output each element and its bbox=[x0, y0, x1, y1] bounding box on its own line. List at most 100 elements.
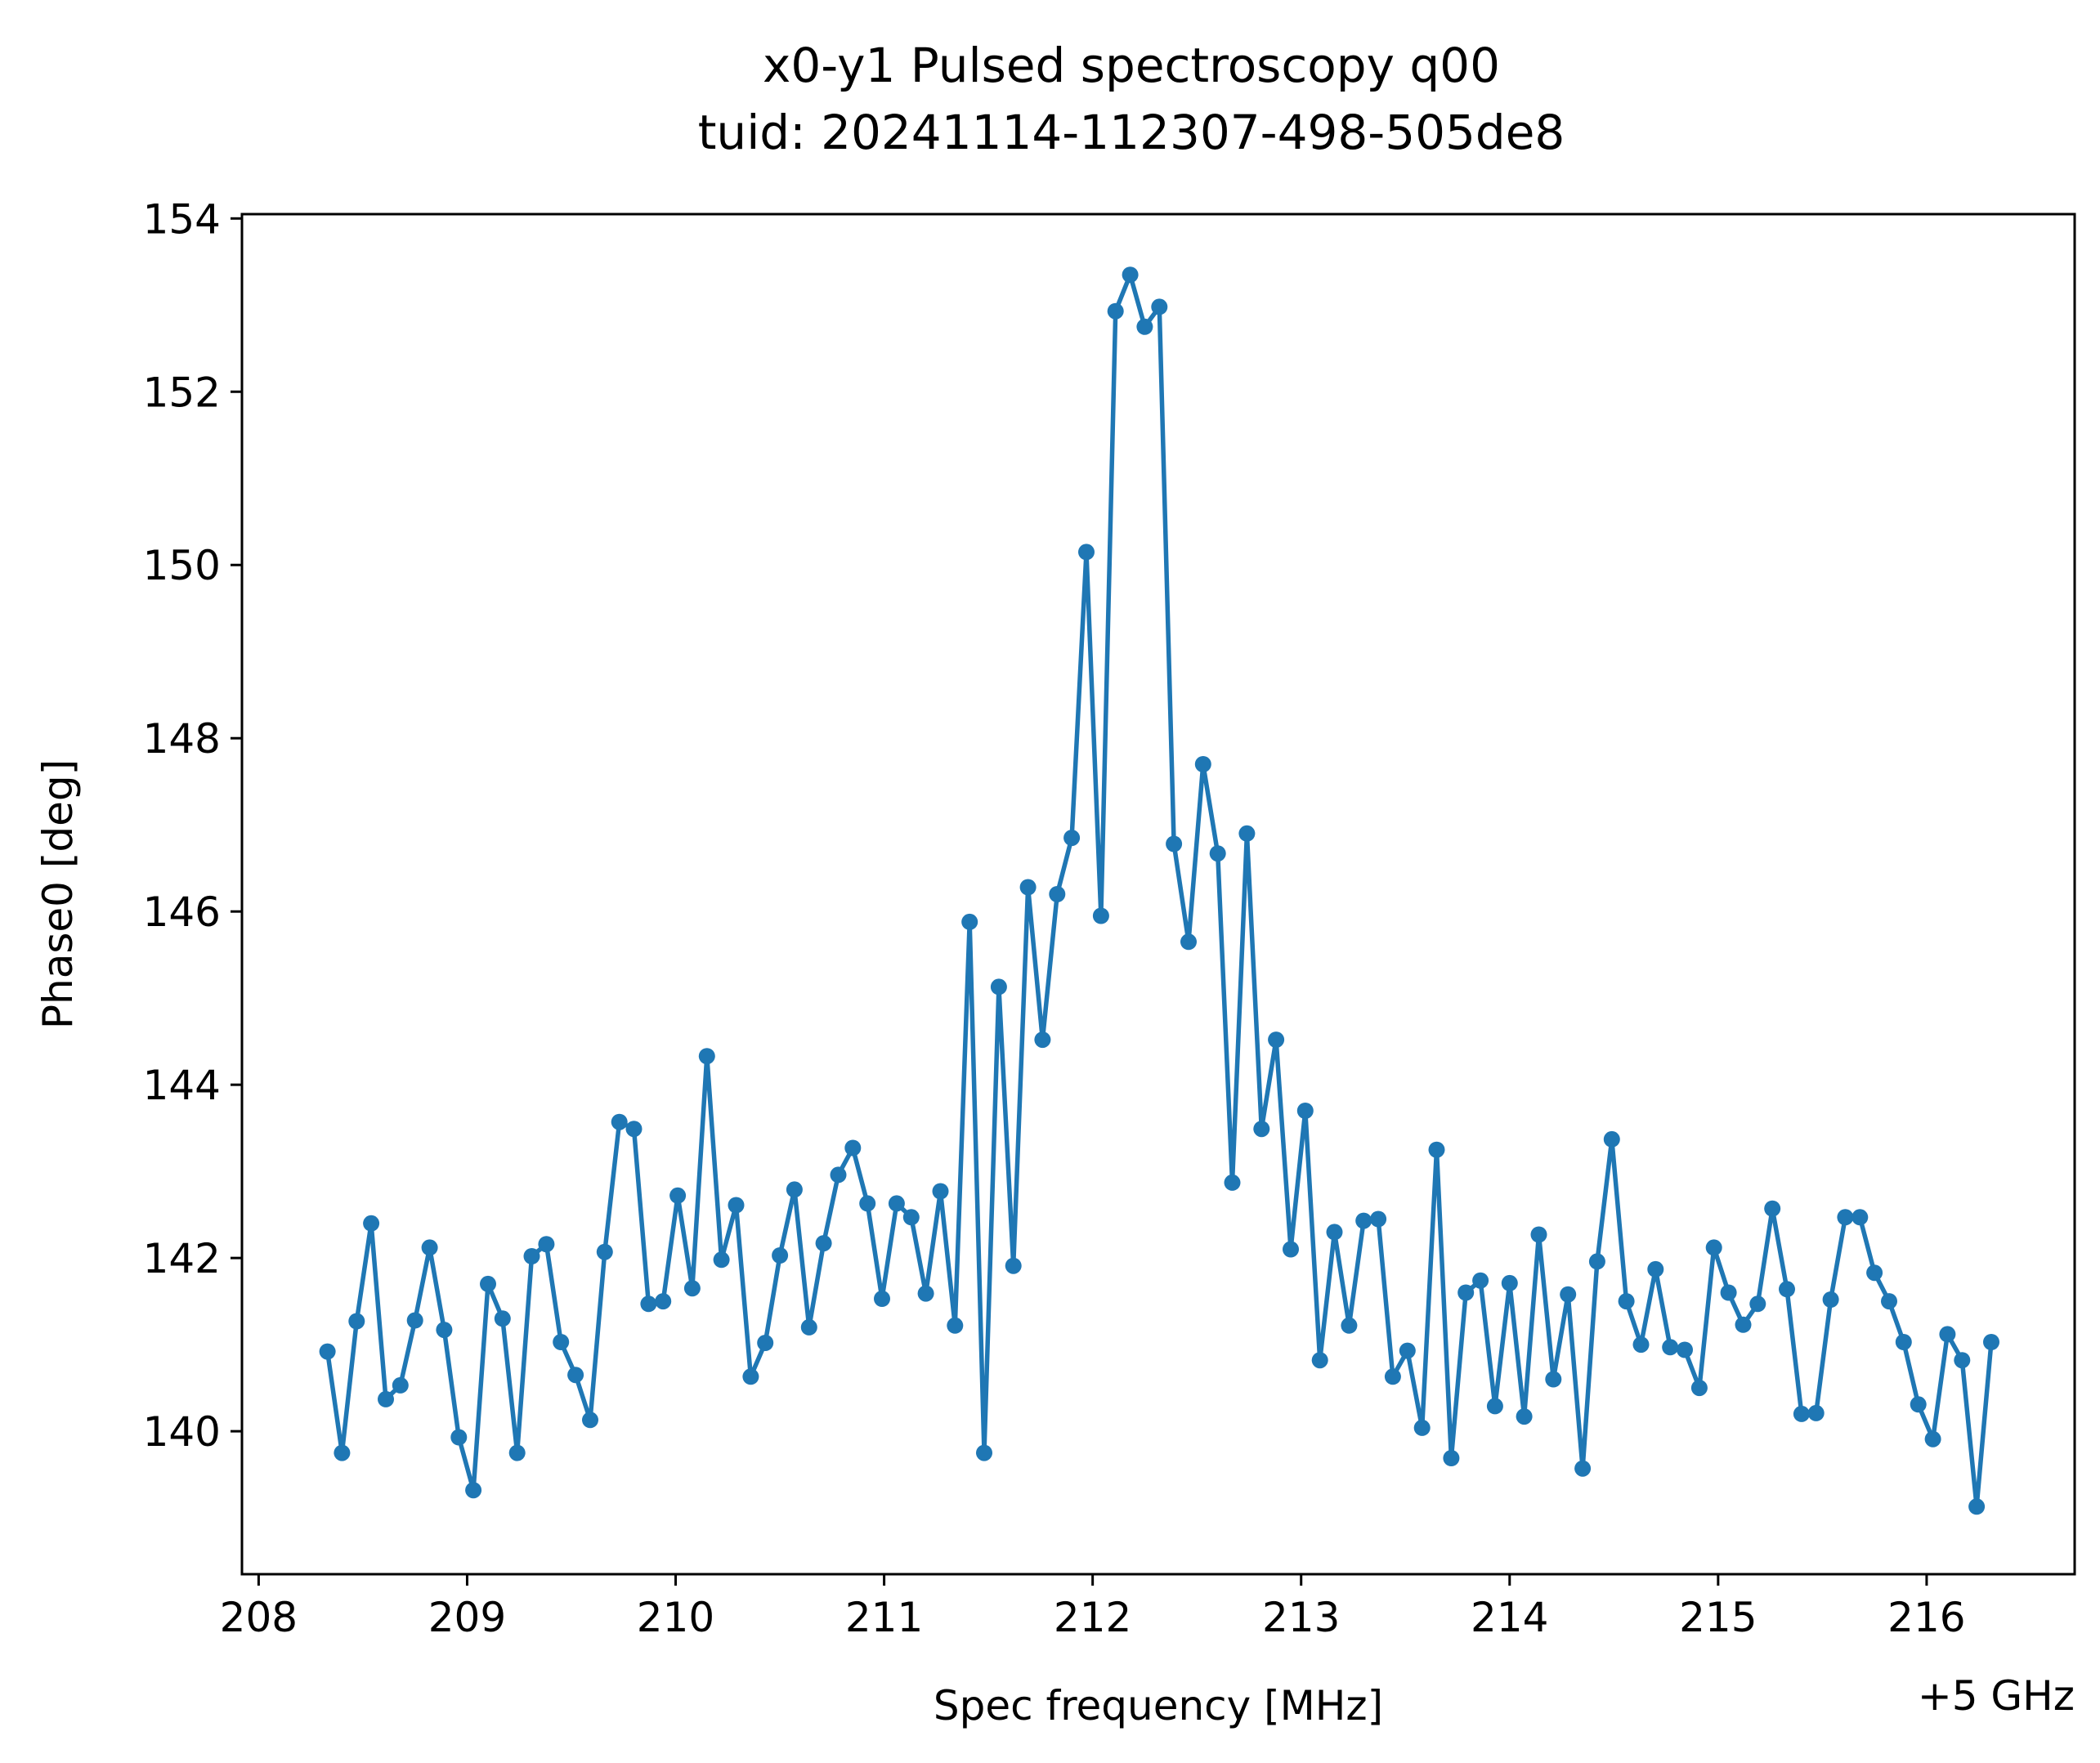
data-point bbox=[348, 1313, 365, 1330]
data-point bbox=[1151, 298, 1168, 315]
data-point bbox=[363, 1215, 380, 1232]
data-point bbox=[1837, 1209, 1854, 1226]
data-point bbox=[1122, 266, 1139, 284]
data-point bbox=[1735, 1316, 1752, 1333]
data-point bbox=[465, 1482, 482, 1499]
data-point bbox=[932, 1183, 949, 1200]
data-point bbox=[625, 1121, 643, 1138]
data-point bbox=[1428, 1141, 1445, 1158]
data-point bbox=[961, 913, 978, 930]
data-point bbox=[334, 1444, 351, 1461]
data-point bbox=[1939, 1326, 1956, 1343]
data-point bbox=[567, 1367, 584, 1384]
plot-area bbox=[319, 266, 1999, 1515]
data-point bbox=[1355, 1212, 1372, 1229]
data-point bbox=[1136, 318, 1153, 335]
data-point bbox=[1253, 1121, 1270, 1138]
data-point bbox=[436, 1322, 453, 1339]
y-axis-ticks: 140 142 144 146 148 150 152 154 bbox=[143, 195, 242, 1456]
data-point bbox=[1851, 1209, 1869, 1226]
data-point bbox=[1749, 1295, 1766, 1313]
data-point bbox=[1603, 1130, 1620, 1148]
chart-title: x0-y1 Pulsed spectroscopy q00 bbox=[763, 38, 1500, 93]
data-point bbox=[421, 1239, 438, 1256]
data-point bbox=[406, 1312, 423, 1329]
data-point bbox=[1224, 1174, 1241, 1191]
data-point bbox=[1574, 1460, 1592, 1477]
x-tick-label: 210 bbox=[637, 1594, 714, 1641]
data-point bbox=[1822, 1291, 1839, 1308]
data-point bbox=[494, 1310, 511, 1327]
data-point bbox=[772, 1247, 789, 1264]
data-point bbox=[1779, 1281, 1795, 1298]
data-point bbox=[538, 1236, 555, 1253]
x-tick-label: 213 bbox=[1262, 1594, 1340, 1641]
data-point bbox=[1705, 1239, 1722, 1256]
x-tick-label: 216 bbox=[1887, 1594, 1965, 1641]
x-tick-label: 209 bbox=[428, 1594, 506, 1641]
data-point bbox=[902, 1209, 920, 1226]
data-point bbox=[523, 1248, 540, 1264]
x-tick-label: 214 bbox=[1471, 1594, 1548, 1641]
data-point bbox=[1413, 1419, 1431, 1436]
data-point bbox=[1107, 302, 1124, 320]
data-point bbox=[1866, 1264, 1883, 1282]
x-tick-label: 215 bbox=[1679, 1594, 1757, 1641]
data-point bbox=[1501, 1274, 1518, 1291]
data-point bbox=[1588, 1253, 1605, 1270]
data-point bbox=[1807, 1404, 1825, 1421]
data-point bbox=[844, 1139, 862, 1157]
data-point bbox=[1764, 1200, 1781, 1217]
data-point bbox=[508, 1444, 526, 1461]
data-point bbox=[1311, 1352, 1328, 1369]
data-point bbox=[1384, 1368, 1401, 1385]
y-tick-label: 146 bbox=[143, 888, 221, 936]
data-point bbox=[1194, 756, 1211, 772]
data-point bbox=[1019, 879, 1037, 896]
x-tick-label: 208 bbox=[220, 1594, 298, 1641]
data-point bbox=[698, 1048, 715, 1065]
y-tick-label: 148 bbox=[143, 715, 221, 763]
data-point bbox=[1341, 1317, 1358, 1334]
data-point bbox=[669, 1187, 687, 1204]
data-point bbox=[1662, 1339, 1679, 1356]
data-point bbox=[1296, 1103, 1314, 1119]
data-point bbox=[947, 1317, 964, 1334]
data-point bbox=[1180, 933, 1197, 951]
data-point bbox=[1924, 1430, 1941, 1448]
data-point bbox=[1370, 1210, 1387, 1228]
data-point bbox=[1268, 1031, 1285, 1049]
data-point bbox=[1457, 1284, 1475, 1301]
y-tick-label: 152 bbox=[143, 369, 221, 416]
data-point bbox=[480, 1275, 496, 1292]
data-point bbox=[1238, 825, 1256, 842]
data-point bbox=[1443, 1450, 1460, 1466]
data-point bbox=[1078, 544, 1095, 561]
data-point bbox=[917, 1285, 934, 1302]
data-point bbox=[319, 1343, 336, 1360]
data-point bbox=[1954, 1352, 1971, 1369]
data-point bbox=[611, 1113, 628, 1130]
data-point bbox=[1472, 1272, 1489, 1289]
data-point bbox=[1677, 1341, 1693, 1358]
data-point bbox=[378, 1390, 394, 1407]
y-tick-label: 142 bbox=[143, 1235, 221, 1282]
data-point bbox=[1881, 1293, 1897, 1310]
data-point bbox=[450, 1429, 468, 1446]
data-point bbox=[1647, 1260, 1664, 1278]
y-tick-label: 150 bbox=[143, 542, 221, 589]
data-point bbox=[990, 978, 1007, 996]
data-point bbox=[888, 1195, 905, 1212]
data-point bbox=[830, 1166, 847, 1184]
x-tick-label: 211 bbox=[845, 1594, 923, 1641]
data-point bbox=[683, 1280, 701, 1297]
data-point bbox=[1486, 1398, 1503, 1415]
data-point bbox=[728, 1197, 745, 1214]
data-point bbox=[582, 1412, 598, 1429]
data-point bbox=[1618, 1293, 1635, 1310]
data-point bbox=[757, 1335, 774, 1351]
data-point bbox=[553, 1334, 570, 1350]
y-tick-label: 154 bbox=[143, 195, 221, 243]
data-point bbox=[1283, 1241, 1299, 1258]
x-axis-ticks: 208 209 210 211 212 213 214 215 216 bbox=[220, 1574, 1966, 1641]
